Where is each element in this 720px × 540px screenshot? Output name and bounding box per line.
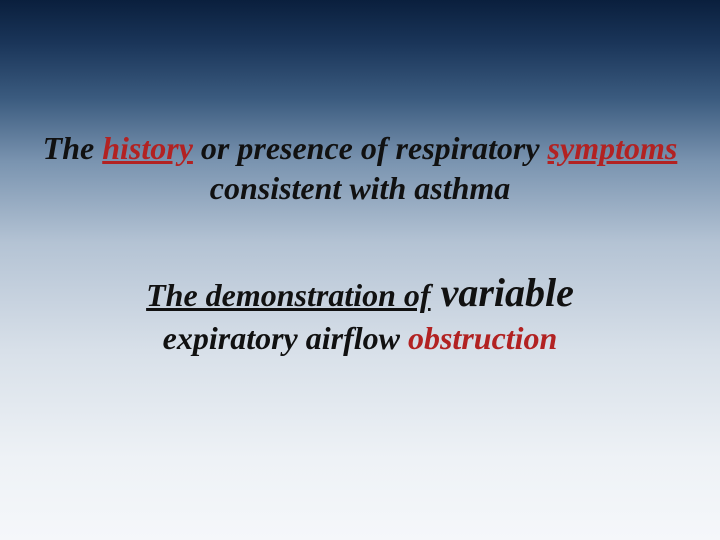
slide: The history or presence of respiratory s… bbox=[0, 0, 720, 540]
criterion-2: The demonstration of variable expiratory… bbox=[40, 268, 680, 358]
text-expiratory-airflow: expiratory airflow bbox=[163, 320, 408, 356]
text-the: The bbox=[43, 130, 103, 166]
text-consistent-asthma: consistent with asthma bbox=[210, 170, 511, 206]
text-variable: variable bbox=[431, 270, 574, 315]
text-history: history bbox=[102, 130, 193, 166]
criterion-1: The history or presence of respiratory s… bbox=[40, 128, 680, 208]
text-obstruction: obstruction bbox=[408, 320, 557, 356]
text-demonstration-of: The demonstration of bbox=[146, 277, 430, 313]
text-presence-respiratory: or presence of respiratory bbox=[193, 130, 548, 166]
text-symptoms: symptoms bbox=[548, 130, 678, 166]
